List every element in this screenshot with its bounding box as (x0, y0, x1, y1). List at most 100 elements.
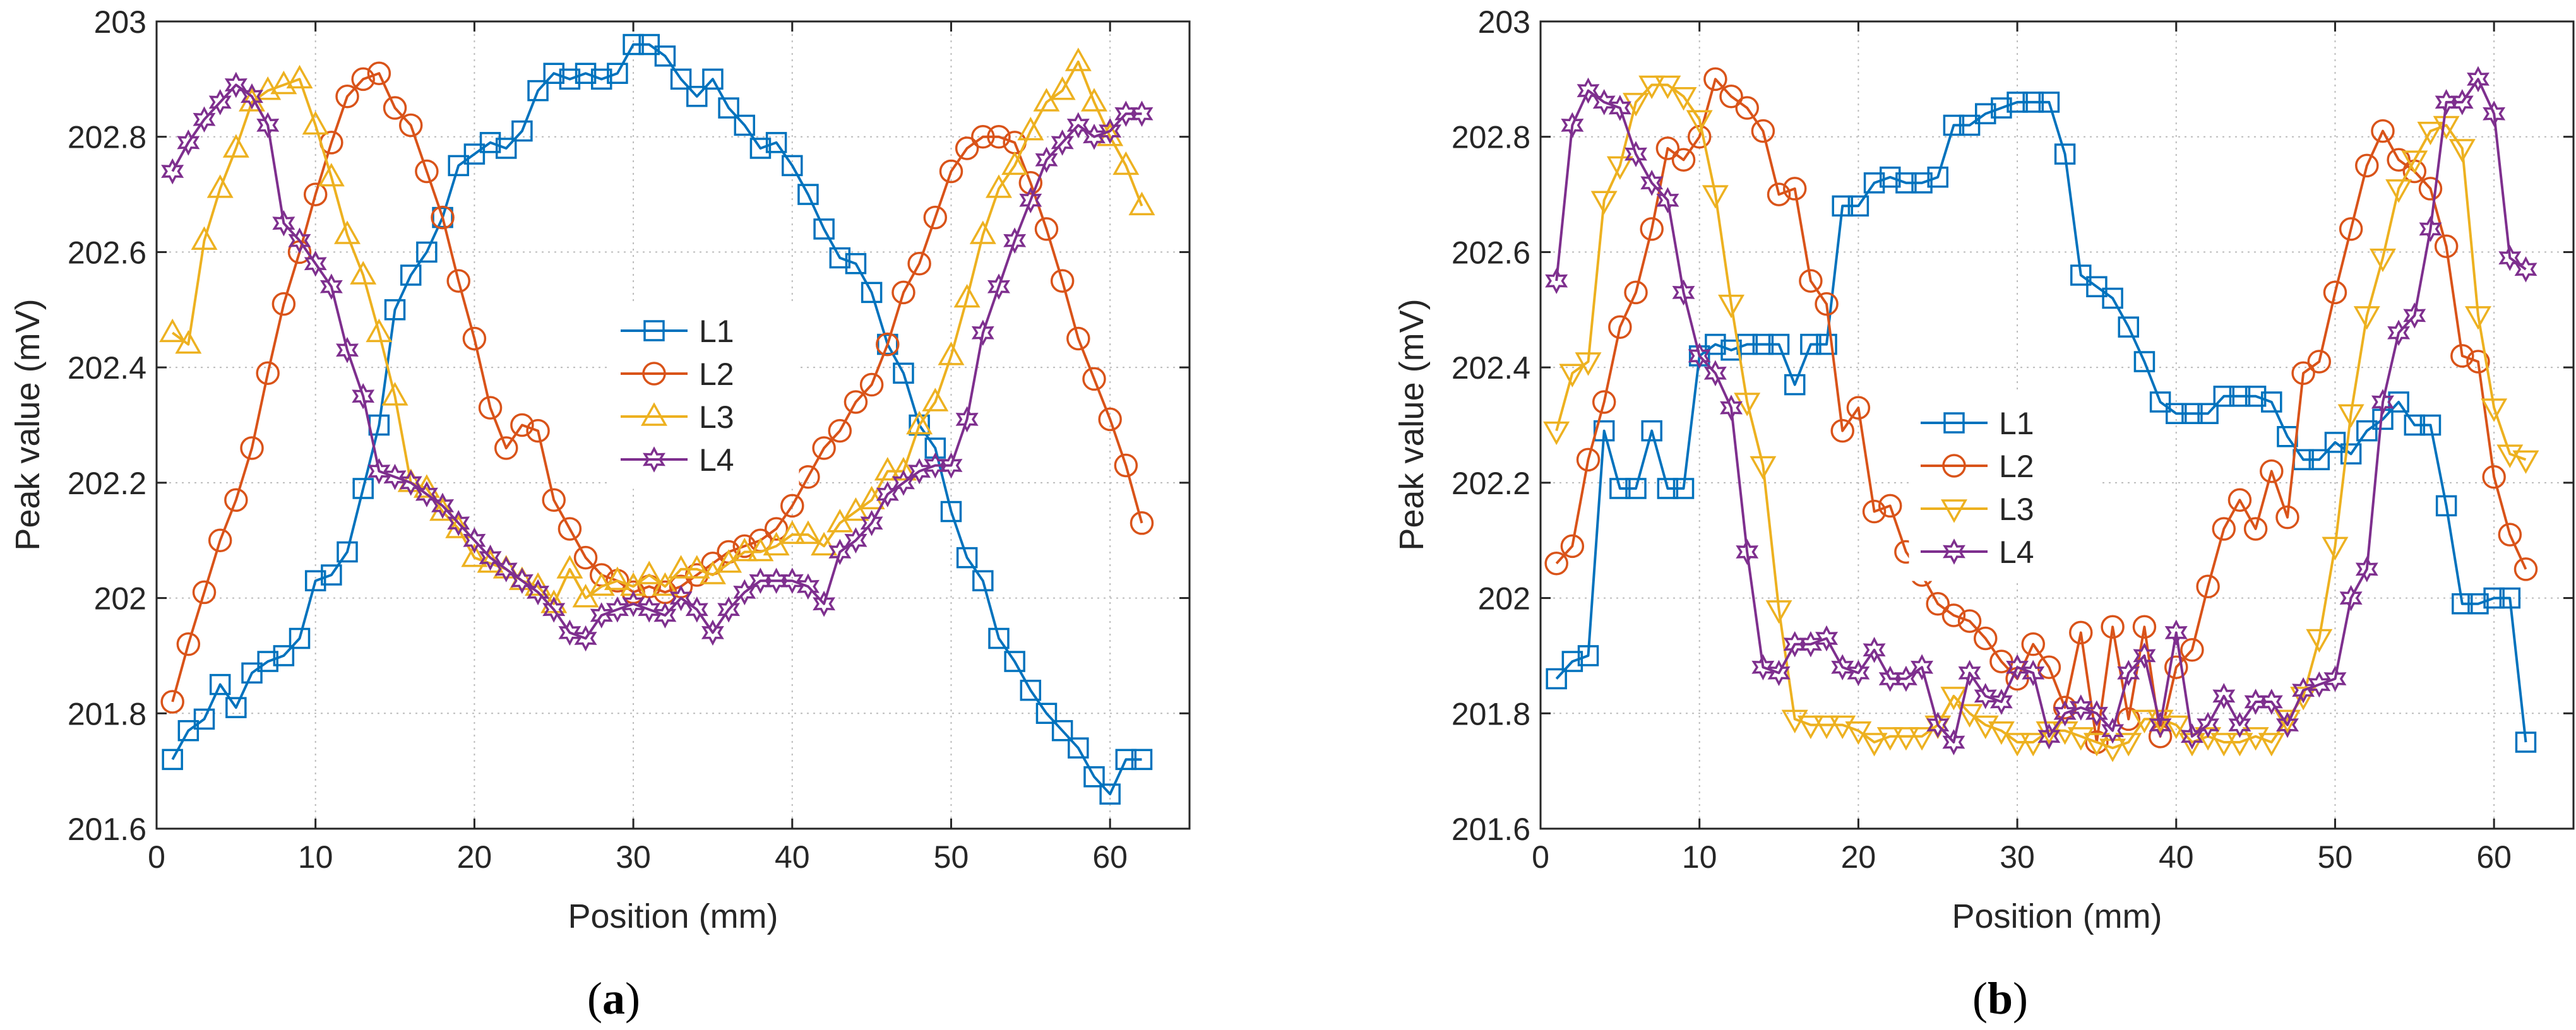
data-point (956, 547, 978, 569)
tick-marks (155, 20, 1190, 830)
data-point (1800, 333, 1822, 355)
data-point (1861, 733, 1888, 757)
data-point (1768, 333, 1790, 355)
data-point (988, 627, 1010, 649)
data-point (1035, 146, 1058, 174)
x-tick-label: 30 (2000, 839, 2035, 875)
data-point (1112, 151, 1140, 175)
y-tick-label: 203 (1478, 4, 1530, 40)
data-point (1051, 129, 1074, 156)
data-point (1958, 660, 1981, 687)
data-point (1592, 89, 1616, 115)
data-point (1018, 171, 1043, 195)
data-point (1911, 654, 1934, 680)
legend-marker (1942, 454, 1966, 478)
data-point (940, 500, 962, 523)
data-point (2149, 711, 2172, 738)
data-point (1019, 187, 1042, 213)
data-point (2212, 683, 2236, 709)
data-point (623, 33, 644, 56)
data-point (1862, 499, 1887, 524)
data-point (2434, 234, 2459, 259)
data-point (1577, 77, 1600, 104)
x-tick-labels: 0 10 20 30 40 50 60 (1532, 839, 2512, 875)
data-point (1815, 292, 1839, 316)
data-point (813, 218, 835, 240)
data-point (2132, 615, 2157, 639)
data-point (1829, 715, 1856, 740)
data-point (2417, 121, 2444, 146)
data-point (1655, 136, 1680, 160)
data-point (2499, 587, 2521, 609)
data-point (686, 86, 708, 107)
data-point (1972, 715, 1999, 740)
data-point (876, 332, 900, 357)
data-point (2164, 655, 2188, 679)
data-point (2085, 700, 2108, 727)
legend-marker (1943, 412, 1965, 434)
data-point (1561, 651, 1583, 672)
data-point (2401, 150, 2428, 174)
data-point (463, 527, 486, 553)
data-point (2067, 727, 2094, 751)
data-point (987, 124, 1011, 149)
data-point (193, 106, 216, 133)
data-point (1830, 418, 1854, 443)
data-point (1974, 103, 1996, 124)
data-point (1128, 191, 1155, 216)
data-point (319, 273, 343, 300)
data-point (1720, 339, 1742, 361)
data-point (2196, 574, 2220, 599)
data-point (622, 590, 645, 617)
data-point (2324, 432, 2346, 453)
data-point (794, 520, 821, 544)
data-point (1911, 172, 1933, 194)
data-point (1131, 749, 1153, 771)
data-point (543, 62, 564, 84)
data-point (254, 76, 282, 100)
data-point (400, 264, 422, 286)
data-point (1989, 689, 2013, 715)
data-point (432, 206, 453, 228)
data-point (1657, 478, 1679, 499)
data-point (923, 205, 948, 230)
data-point (2339, 217, 2363, 241)
data-point (224, 488, 248, 512)
data-point (764, 517, 789, 541)
data-point (2340, 443, 2362, 465)
data-point (1799, 269, 1823, 293)
data-point (1782, 177, 1807, 201)
data-point (447, 510, 470, 536)
data-point (2038, 92, 2060, 113)
x-axis-label: Position (mm) (1952, 897, 2162, 935)
data-point (1797, 715, 1824, 740)
legend-marker (1943, 538, 1965, 565)
data-point (1544, 552, 1568, 576)
data-point (510, 413, 534, 437)
data-point (2322, 536, 2349, 560)
data-point (2450, 89, 2474, 115)
data-point (2306, 629, 2333, 653)
legend-marker (641, 402, 667, 426)
y-tick-label: 202.8 (1452, 120, 1530, 155)
data-point (1559, 364, 1586, 388)
data-point (1991, 97, 2012, 119)
data-point (907, 251, 931, 276)
data-point (969, 220, 996, 244)
data-point (1080, 88, 1107, 112)
data-point (1847, 660, 1870, 687)
data-point (511, 120, 533, 142)
data-point (861, 281, 883, 304)
data-point (1892, 727, 1919, 751)
data-point (1099, 117, 1122, 145)
data-point (1115, 749, 1137, 771)
data-point (2166, 403, 2187, 424)
data-point (2147, 709, 2174, 733)
data-point (906, 410, 933, 435)
x-tick-label: 50 (934, 839, 969, 875)
plot-area-frame (155, 20, 1191, 830)
data-point (304, 570, 326, 591)
legend-label: L3 (699, 400, 734, 435)
data-point (1686, 110, 1713, 134)
data-point (2433, 115, 2460, 140)
